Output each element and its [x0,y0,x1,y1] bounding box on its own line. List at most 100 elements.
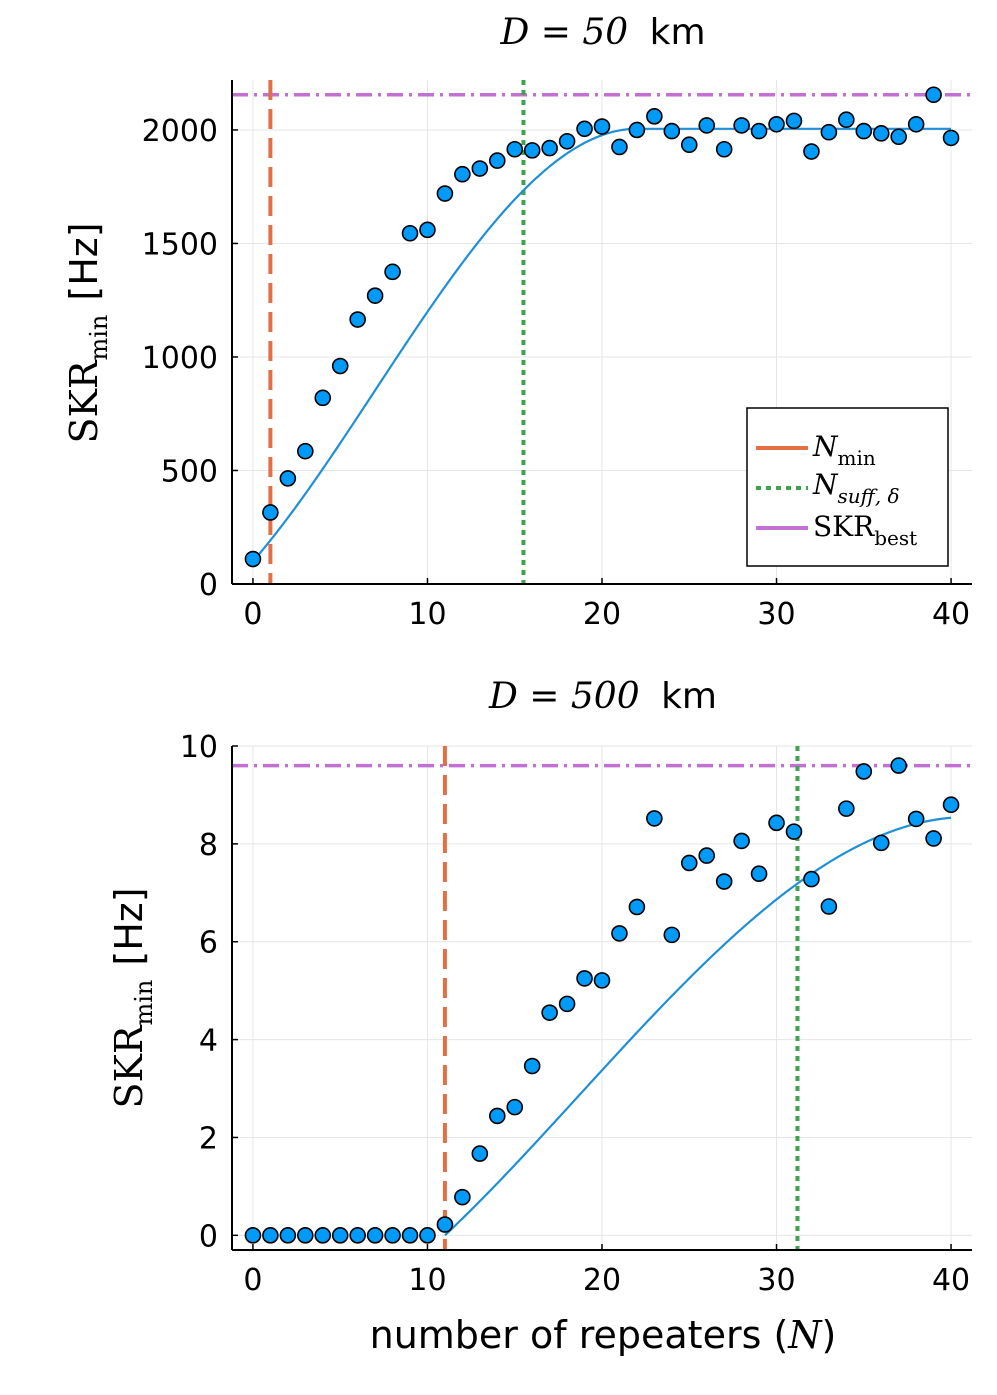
top-data-point [872,125,890,142]
bottom-y-label-sub: min [130,980,158,1026]
bottom-chart-fit-layer [444,816,952,1237]
bottom-data-point [680,854,698,872]
top-data-point [733,117,750,134]
bottom-chart-y-axis-label: SKRmin [Hz] [107,887,158,1108]
bottom-chart-grid [232,745,972,1250]
top-chart-axes [231,80,972,585]
legend-entry-skr-best: SKRbest [813,510,917,550]
bottom-data-point [541,1004,558,1021]
bottom-data-point [907,810,925,828]
legend-entry-n-min: Nmin [812,430,876,470]
bottom-data-point [838,800,855,817]
bottom-data-point [297,1227,314,1244]
top-data-point [593,118,611,135]
top-data-point [262,504,279,521]
bottom-data-point [872,834,890,852]
top-data-point [768,115,785,133]
top-data-point [523,142,541,159]
top-data-point [855,122,873,140]
top-data-point [471,160,489,177]
top-x-tick-label: 40 [932,597,970,632]
top-data-point [715,140,733,158]
bottom-data-point [471,1145,489,1162]
top-data-point [366,287,384,304]
top-chart-title: D = 50 km [499,12,705,53]
top-y-tick-label: 500 [161,454,218,489]
top-data-point [331,357,349,375]
top-data-point [244,550,262,568]
legend-skr-best-base: SKR [813,510,875,543]
bottom-fit-curve [444,816,952,1237]
bottom-data-point [384,1227,401,1244]
top-data-point [454,165,471,183]
top-x-tick-label: 30 [757,597,795,632]
bottom-data-point [366,1227,384,1244]
bottom-data-point [593,972,611,989]
bottom-data-point [314,1227,332,1244]
x-label-var: N [787,1313,823,1357]
top-data-point [663,122,681,140]
top-data-point [506,140,524,158]
top-data-point [297,442,314,460]
top-data-point [541,139,558,157]
legend-skr-best-sub: best [874,526,917,550]
top-data-point [576,120,593,138]
top-y-tick-label: 1000 [142,341,218,376]
bottom-data-point [803,870,820,888]
x-label-end: ) [822,1313,837,1357]
top-data-point [628,121,646,139]
bottom-data-point [890,757,907,774]
bottom-data-point [820,898,838,915]
bottom-data-point [488,1107,506,1125]
bottom-x-tick-label: 30 [757,1263,795,1298]
top-chart-points [244,86,960,568]
top-chart-title-math: D = 50 [499,12,628,53]
top-y-tick-label: 2000 [142,114,218,149]
top-data-point [785,112,803,130]
top-data-point [349,311,366,328]
top-data-point [314,389,332,407]
bottom-y-tick-label: 0 [199,1219,218,1254]
bottom-data-point [401,1227,419,1244]
top-data-point [611,138,628,156]
bottom-chart-axes [231,745,972,1251]
top-chart-y-axis-label: SKRmin [Hz] [62,222,113,443]
bottom-data-point [331,1227,349,1244]
top-data-point [838,111,855,129]
legend-n-min-sub: min [838,446,876,470]
bottom-data-point [698,847,716,864]
top-chart-tick-labels: 0 10 20 30 40 0 500 1000 1500 2000 [142,114,971,632]
bottom-chart-tick-labels: 0 10 20 30 40 0 2 4 6 8 10 [180,730,970,1298]
bottom-data-point [419,1227,436,1244]
top-data-point [925,86,942,104]
legend-n-suff-base: N [812,468,839,501]
bottom-data-point [768,814,785,832]
bottom-data-point [785,823,803,840]
top-y-tick-label: 0 [199,568,218,603]
legend-entry-n-suff: Nsuff, δ [812,468,900,508]
x-label-text: number of repeaters ( [370,1313,789,1357]
bottom-chart-title: D = 500 km [488,676,717,717]
top-y-label-sub: min [85,315,113,361]
top-data-point [558,132,576,150]
bottom-data-point [349,1227,366,1244]
top-data-point [803,143,820,160]
top-y-label-base: SKR [62,359,106,443]
bottom-data-point [558,995,576,1013]
top-data-point [384,263,401,281]
bottom-data-point [506,1098,524,1116]
bottom-chart-x-axis-label: number of repeaters (N) [370,1313,837,1357]
bottom-y-tick-label: 2 [199,1121,218,1156]
top-y-label-unit: [Hz] [62,222,106,300]
top-chart-title-unit: km [650,12,706,53]
bottom-chart-panel: D = 500 km 0 10 20 30 40 0 2 4 6 8 10 SKRmin [Hz] n… [107,676,972,1357]
top-data-point [890,128,907,146]
top-data-point [750,122,768,140]
bottom-data-point [279,1227,297,1244]
bottom-data-point [454,1188,471,1206]
top-chart-reference-lines [232,80,972,584]
top-data-point [419,221,436,239]
bottom-data-point [646,810,663,827]
